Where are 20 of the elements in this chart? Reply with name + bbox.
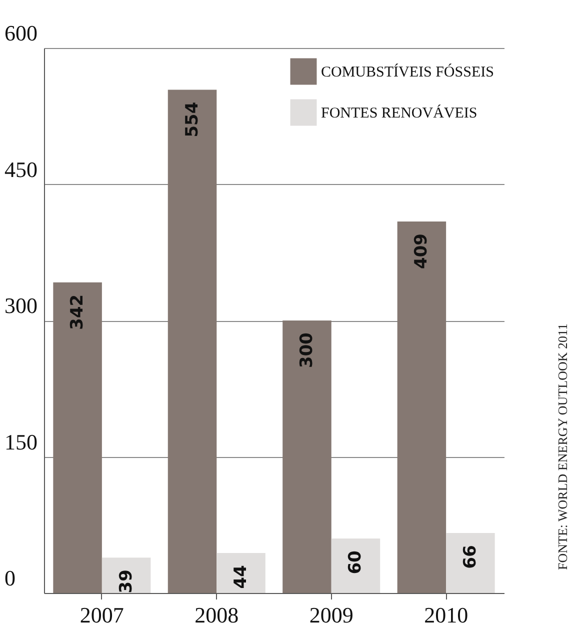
data-label: 554 — [182, 102, 202, 138]
source-note: FONTE: WORLD ENERGY OUTLOOK 2011 — [554, 324, 571, 570]
data-label: 300 — [296, 332, 317, 368]
y-tick-label: 300 — [4, 293, 38, 318]
y-tick-label: 600 — [4, 20, 38, 46]
y-tick-label: 450 — [4, 156, 38, 182]
x-tick-label: 2008 — [194, 602, 239, 628]
x-tick-label: 2010 — [424, 602, 468, 628]
data-label: 409 — [412, 233, 432, 269]
data-label: 342 — [68, 294, 88, 330]
data-label: 66 — [460, 545, 480, 569]
x-tick-label: 2007 — [80, 602, 124, 628]
data-label: 39 — [116, 570, 136, 594]
x-tick-label: 2009 — [309, 602, 354, 628]
data-label: 44 — [231, 564, 252, 589]
legend-label: COMUBSTÍVEIS FÓSSEIS — [321, 64, 494, 80]
y-tick-label: 0 — [4, 566, 16, 590]
y-tick-label: 150 — [4, 429, 38, 454]
legend-label: FONTES RENOVÁVEIS — [321, 104, 478, 122]
data-label: 60 — [346, 550, 366, 574]
